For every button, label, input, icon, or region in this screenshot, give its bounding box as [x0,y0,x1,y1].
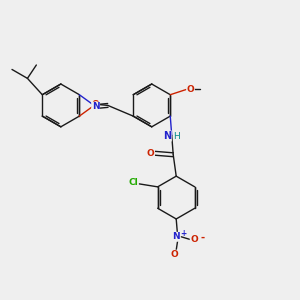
Text: N: N [172,232,180,241]
Text: O: O [190,235,198,244]
Text: H: H [173,131,180,140]
Text: Cl: Cl [128,178,138,187]
Text: O: O [171,250,178,259]
Text: O: O [187,85,194,94]
Text: N: N [163,131,171,141]
Text: O: O [147,149,154,158]
Text: O: O [92,100,100,109]
Text: +: + [181,229,187,238]
Text: -: - [200,232,205,242]
Text: N: N [92,102,100,111]
